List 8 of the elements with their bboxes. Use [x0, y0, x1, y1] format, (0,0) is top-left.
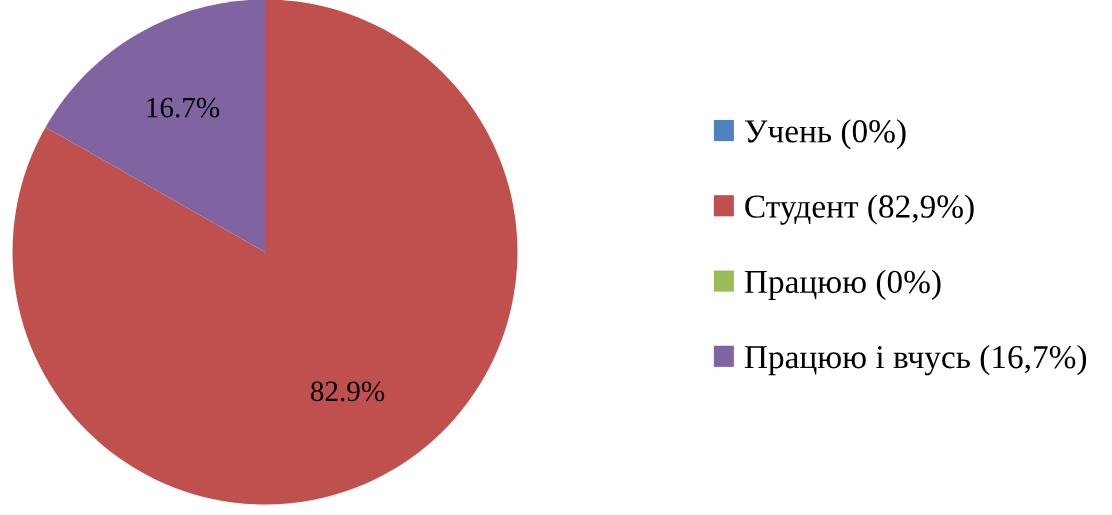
pie-slice: [45, 0, 265, 252]
data-label: 16.7%: [147, 97, 220, 118]
data-label: 82.9%: [310, 381, 385, 402]
legend-label: Працюю і вчусь (16,7%): [744, 344, 1087, 376]
legend-label: Працюю (0%): [744, 269, 941, 300]
legend-label: Студент (82,9%): [745, 194, 974, 225]
pie-slice: [12, 0, 518, 505]
legend-label: Учень (0%): [744, 119, 906, 150]
